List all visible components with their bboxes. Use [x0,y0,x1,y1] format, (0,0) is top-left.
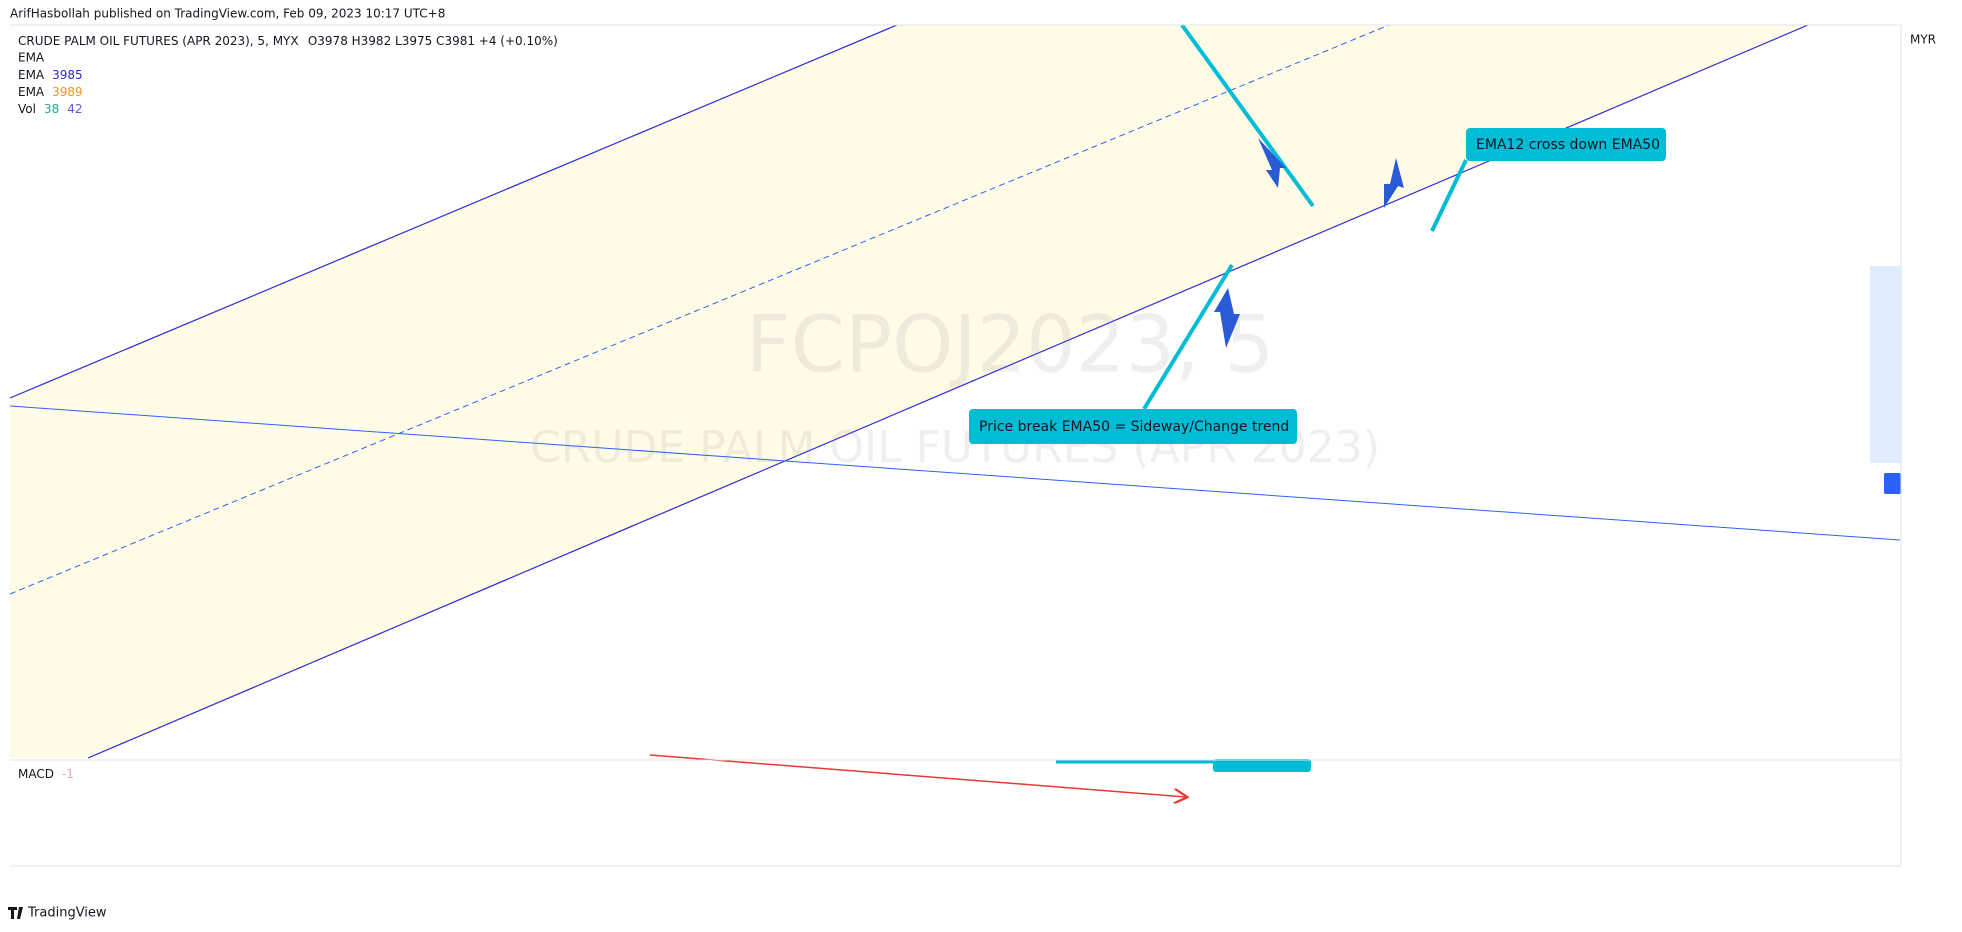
blue-arrow [1258,138,1286,188]
annotation-text: EMA12 cross down EMA50 [1476,137,1660,153]
legend-row: EMA [18,51,45,65]
legend-value: -1 [62,767,74,781]
blue-arrow [1384,158,1404,208]
cyan-line [1430,159,1468,232]
channel-mid [9,24,1390,595]
position-badge [1884,473,1901,494]
descending-line [9,405,1901,541]
legend-title: CRUDE PALM OIL FUTURES (APR 2023), 5, MY… [18,34,558,48]
cyan-line [1142,263,1234,411]
legend-row: EMA 3985 [18,68,83,82]
red-arrow [649,754,1186,797]
legend-name: MACD [18,767,54,781]
ohlc: O3978 H3982 L3975 C3981 +4 (+0.10%) [308,34,558,48]
legend-name: Vol [18,102,36,116]
cyan-marker [1213,759,1311,772]
legend-value: 38 [44,102,59,116]
annotation-box [1466,128,1666,161]
panes-frame [10,24,1902,867]
footer-logo [8,907,23,919]
footer-brand: TradingView [27,906,107,921]
macd-legend: MACD -1 [18,767,74,781]
legend-name: EMA [18,85,45,99]
annotation-text: Price break EMA50 = Sideway/Change trend [979,419,1289,435]
channel-fill [10,25,1808,758]
legend-row: EMA 3989 [18,85,83,99]
channel-upper [9,24,898,399]
cyan-line [1180,23,1315,208]
annotations: EMA12 cross down EMA50 Price break EMA50… [649,23,1901,797]
position-tool [1870,266,1901,463]
symbol: CRUDE PALM OIL FUTURES (APR 2023), 5, MY… [18,34,298,48]
annotation-box [969,409,1297,444]
legend-name: EMA [18,68,45,82]
legend-value: 3989 [52,85,83,99]
blue-arrow [1214,288,1240,348]
legend-value: 42 [67,102,82,116]
header: ArifHasbollah published on TradingView.c… [10,7,445,21]
currency: MYR [1910,33,1936,47]
watermark-symbol: FCPOJ2023, 5 [746,300,1274,390]
legend-value: 3985 [52,68,83,82]
legend-row: Vol 38 42 [18,102,83,116]
